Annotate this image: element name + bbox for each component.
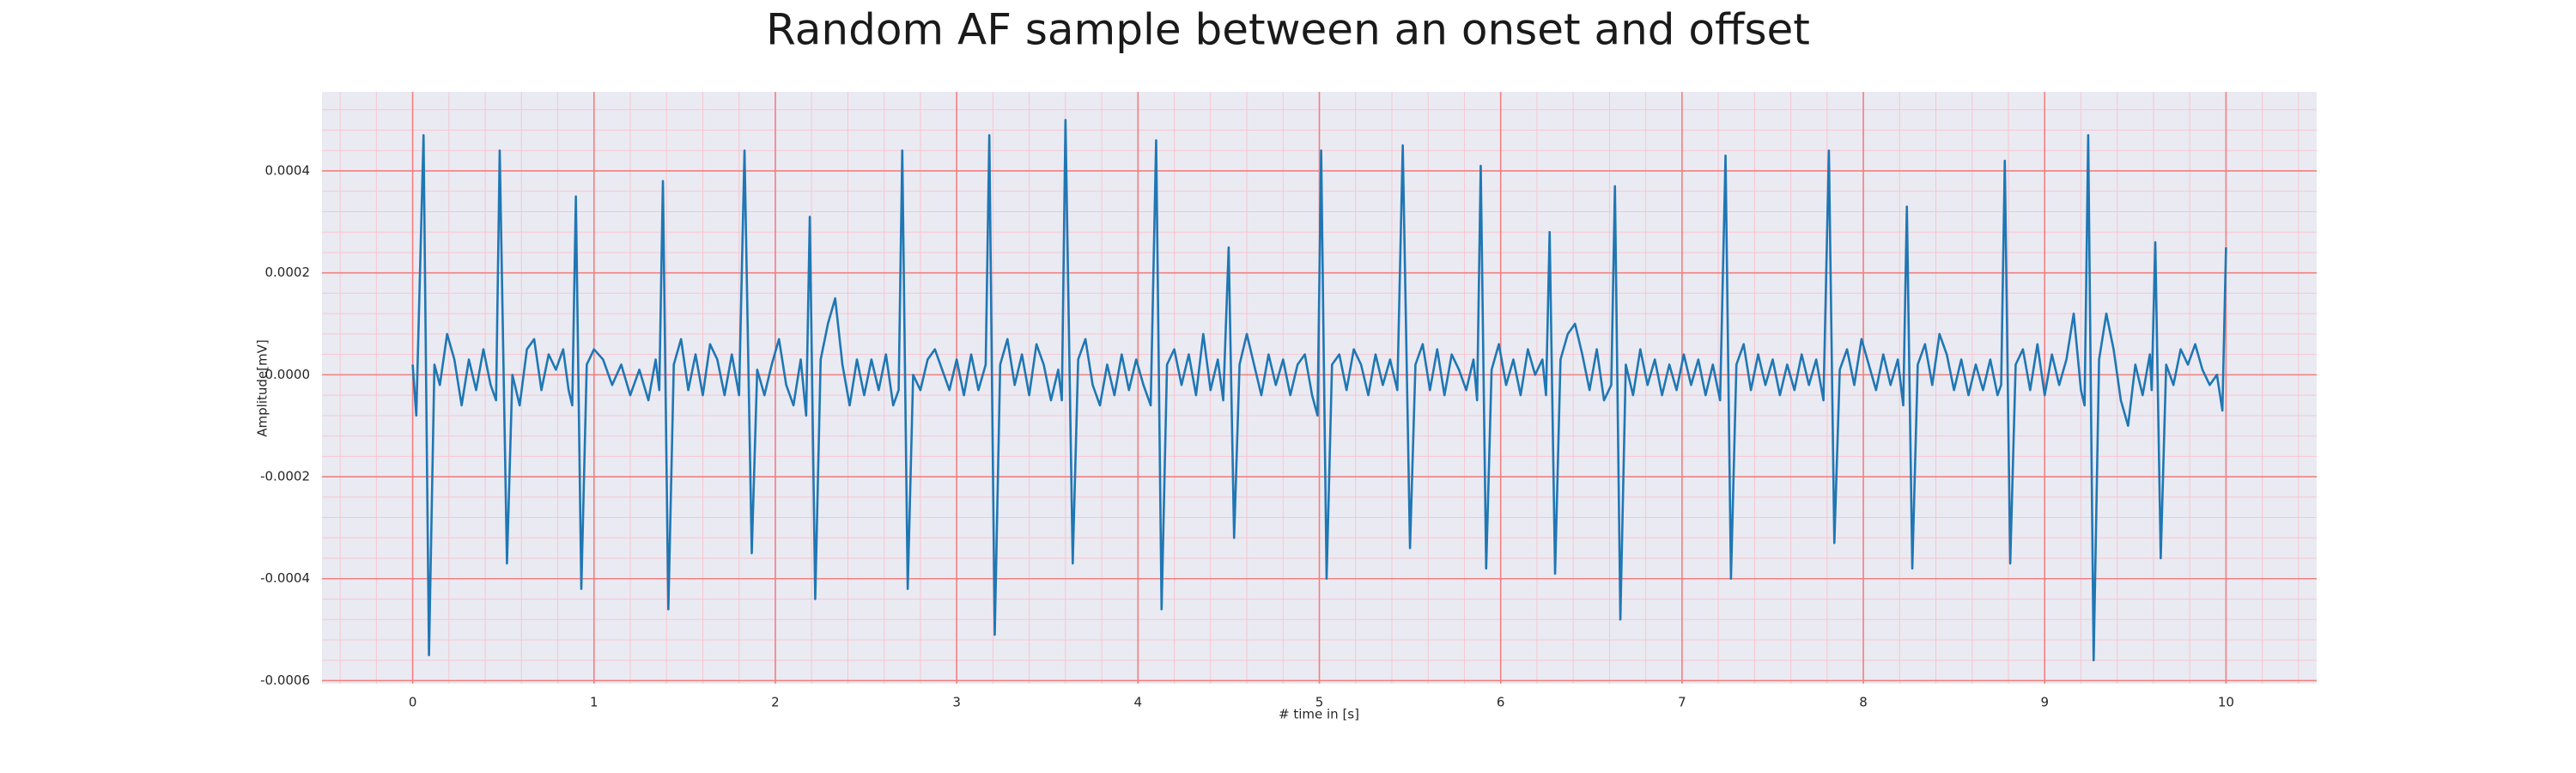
x-tick-label: 10	[2218, 695, 2234, 710]
chart-title: Random AF sample between an onset and of…	[766, 5, 1810, 55]
signal-line	[411, 119, 2227, 661]
x-tick-label: 1	[590, 695, 598, 710]
x-tick-label: 6	[1497, 695, 1505, 710]
x-axis-label: # time in [s]	[1279, 707, 1359, 722]
x-tick-label: 8	[1859, 695, 1868, 710]
y-tick-label: 0.0004	[265, 162, 311, 178]
y-tick-label: 0.0002	[265, 265, 311, 280]
x-tick-label: 0	[409, 695, 417, 710]
y-tick-label: -0.0006	[260, 673, 310, 688]
x-tick-label: 4	[1134, 695, 1143, 710]
y-axis-label: Amplitude[mV]	[255, 339, 270, 436]
y-tick-label: -0.0004	[260, 570, 310, 586]
x-tick-label: 5	[1315, 695, 1324, 710]
x-tick-label: 9	[2040, 695, 2049, 710]
x-tick-label: 2	[771, 695, 780, 710]
x-tick-label: 7	[1678, 695, 1686, 710]
y-tick-label: 0.0000	[265, 367, 311, 382]
y-tick-label: -0.0002	[260, 469, 310, 484]
x-tick-label: 3	[952, 695, 961, 710]
